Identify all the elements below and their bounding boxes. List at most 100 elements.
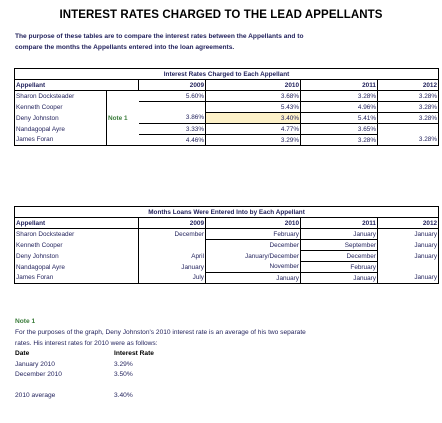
note-rate: 3.29%: [114, 360, 133, 368]
table-row: Deny Johnston April January/December Dec…: [14, 250, 440, 262]
rate-cell: 4.46%: [138, 134, 206, 146]
intro-line: The purpose of these tables are to compa…: [15, 33, 304, 40]
column-header-2011: 2011: [300, 217, 378, 229]
month-cell: September: [300, 239, 378, 251]
month-cell: November: [205, 261, 301, 273]
table-row: Kenneth Cooper 5.43% 4.96% 3.28%: [14, 101, 440, 113]
month-cell: [138, 239, 206, 251]
note-reference: [106, 134, 139, 146]
table-row: Sharon Docksteader 5.60% 3.68% 3.28% 3.2…: [14, 90, 440, 102]
month-cell: February: [300, 261, 378, 273]
rate-cell: 5.43%: [205, 101, 301, 113]
column-header-2012: 2012: [376, 217, 440, 229]
note-reference: [107, 91, 139, 102]
column-header-2009: 2009: [138, 217, 206, 229]
month-cell: January: [377, 272, 440, 284]
appellant-name: Nandagopal Ayre: [14, 261, 139, 273]
intro-line: compare the months the Appellants entere…: [15, 44, 235, 51]
note-reference: [107, 124, 139, 135]
month-cell: December: [300, 250, 378, 262]
note-date: January 2010: [15, 360, 55, 368]
note-rates-table: Date Interest Rate January 2010 3.29% De…: [15, 349, 154, 401]
rate-cell: 3.68%: [205, 90, 301, 102]
month-cell: April: [138, 250, 206, 262]
loan-months-table: Months Loans Were Entered Into by Each A…: [13, 206, 440, 284]
note-reference: Note 1: [108, 114, 128, 122]
table-row: James Foran July January January January: [14, 272, 440, 284]
note-date: December 2010: [15, 371, 62, 378]
rate-cell: 5.41%: [300, 112, 378, 124]
month-cell: January: [300, 228, 378, 240]
note-text: rates. His interest rates for 2010 were …: [15, 340, 158, 347]
appellant-name: James Foran: [14, 272, 139, 284]
rate-cell: 3.28%: [377, 134, 440, 146]
rate-cell: 4.77%: [205, 123, 301, 135]
table-caption: Interest Rates Charged to Each Appellant: [13, 68, 440, 80]
column-header-2012: 2012: [376, 79, 440, 91]
column-header-interest-rate: Interest Rate: [114, 350, 154, 357]
column-header-appellant: Appellant: [14, 217, 139, 229]
note-rate: 3.50%: [114, 371, 133, 378]
rate-cell: 3.28%: [377, 112, 440, 124]
appellant-name: James Foran: [14, 134, 107, 146]
table-caption: Months Loans Were Entered Into by Each A…: [13, 206, 440, 218]
rate-cell: 3.28%: [377, 101, 440, 113]
note-reference: [107, 102, 139, 113]
appellant-name: Deny Johnston: [14, 112, 107, 124]
rate-cell: 3.33%: [138, 123, 206, 135]
rate-cell-highlighted: 3.40%: [205, 112, 301, 124]
column-header-2010: 2010: [205, 217, 301, 229]
note-title: Note 1: [15, 318, 36, 325]
table-row: December 2010 3.50%: [15, 370, 154, 381]
table-row: January 2010 3.29%: [15, 360, 154, 371]
month-cell: January: [377, 228, 440, 240]
rate-cell: 3.28%: [300, 134, 378, 146]
column-header-2011: 2011: [300, 79, 378, 91]
intro-paragraph: The purpose of these tables are to compa…: [15, 31, 435, 53]
rate-cell: 3.29%: [205, 134, 301, 146]
rate-cell: [377, 123, 440, 135]
interest-rates-table: Interest Rates Charged to Each Appellant…: [13, 68, 440, 146]
month-cell: January: [300, 272, 378, 284]
month-cell: January: [377, 239, 440, 251]
column-header-date: Date: [15, 350, 30, 357]
rate-cell: 4.96%: [300, 101, 378, 113]
table-row: 2010 average 3.40%: [15, 391, 154, 402]
table-row: Kenneth Cooper December September Januar…: [14, 239, 440, 251]
month-cell: [377, 261, 440, 273]
rate-cell: 3.86%: [138, 112, 206, 124]
appellant-name: Sharon Docksteader: [14, 228, 139, 240]
table-row: Nandagopal Ayre 3.33% 4.77% 3.65%: [14, 123, 440, 135]
month-cell: January/December: [205, 250, 301, 262]
rate-cell: [138, 101, 206, 113]
appellant-name: Kenneth Cooper: [14, 239, 139, 251]
month-cell: December: [138, 228, 206, 240]
note-1-section: Note 1 For the purposes of the graph, De…: [15, 316, 435, 401]
rate-cell: 3.65%: [300, 123, 378, 135]
month-cell: February: [205, 228, 301, 240]
table-row: James Foran 4.46% 3.29% 3.28% 3.28%: [14, 134, 440, 146]
column-header-2010: 2010: [205, 79, 301, 91]
table-row: Deny Johnston Note 1 3.86% 3.40% 5.41% 3…: [14, 112, 440, 124]
table-row: Sharon Docksteader December February Jan…: [14, 228, 440, 240]
column-header-appellant: Appellant: [14, 79, 139, 91]
note-text: For the purposes of the graph, Deny John…: [15, 329, 306, 336]
month-cell: January: [138, 261, 206, 273]
month-cell: December: [205, 239, 301, 251]
appellant-name: Deny Johnston: [14, 250, 139, 262]
rate-cell: 3.28%: [300, 90, 378, 102]
month-cell: January: [205, 272, 301, 284]
appellant-name: Kenneth Cooper: [14, 101, 107, 113]
average-label: 2010 average: [15, 391, 56, 399]
month-cell: January: [377, 250, 440, 262]
rate-cell: 3.28%: [377, 90, 440, 102]
rate-cell: 5.60%: [138, 90, 206, 102]
appellant-name: Sharon Docksteader: [14, 90, 107, 102]
appellant-name: Nandagopal Ayre: [14, 123, 107, 135]
average-value: 3.40%: [114, 391, 133, 399]
page-title: INTEREST RATES CHARGED TO THE LEAD APPEL…: [59, 9, 383, 21]
table-row: Nandagopal Ayre January November Februar…: [14, 261, 440, 273]
spacer: [15, 381, 154, 391]
column-header-2009: 2009: [138, 79, 206, 91]
month-cell: July: [138, 272, 206, 284]
